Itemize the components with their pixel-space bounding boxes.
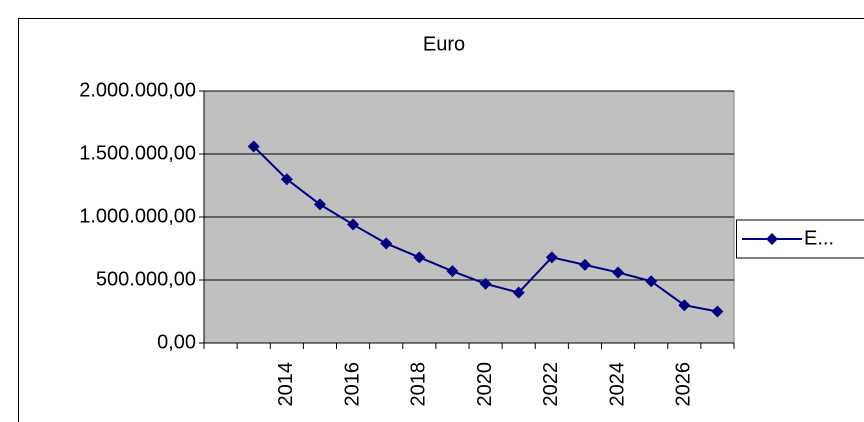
legend-marker: [766, 233, 778, 245]
x-tick-label: 2026: [673, 362, 695, 407]
data-point: [347, 218, 360, 231]
data-point: [578, 258, 591, 271]
data-point: [380, 237, 393, 250]
data-point: [313, 198, 326, 211]
x-tick-label: 2016: [341, 362, 363, 407]
x-tick-label: 2020: [474, 362, 496, 407]
data-point: [413, 251, 426, 264]
data-point: [512, 286, 525, 299]
data-point: [545, 251, 558, 264]
y-tick-label: 500.000,00: [96, 268, 196, 290]
data-point: [612, 266, 625, 279]
data-point: [711, 305, 724, 318]
x-tick-label: 2018: [408, 362, 430, 407]
x-tick-label: 2022: [540, 362, 562, 407]
legend-label: E...: [804, 227, 834, 249]
data-point: [678, 299, 691, 312]
data-point: [446, 265, 459, 278]
data-point: [479, 277, 492, 290]
x-tick-label: 2014: [275, 362, 297, 407]
y-tick-label: 1.500.000,00: [79, 142, 196, 164]
x-tick-label: 2024: [606, 362, 628, 407]
chart-title: Euro: [423, 33, 465, 55]
y-tick-label: 1.000.000,00: [79, 205, 196, 227]
data-point: [247, 140, 260, 153]
data-point: [645, 275, 658, 288]
y-tick-label: 2.000.000,00: [79, 79, 196, 101]
data-point: [280, 173, 293, 186]
y-tick-label: 0,00: [157, 331, 196, 353]
